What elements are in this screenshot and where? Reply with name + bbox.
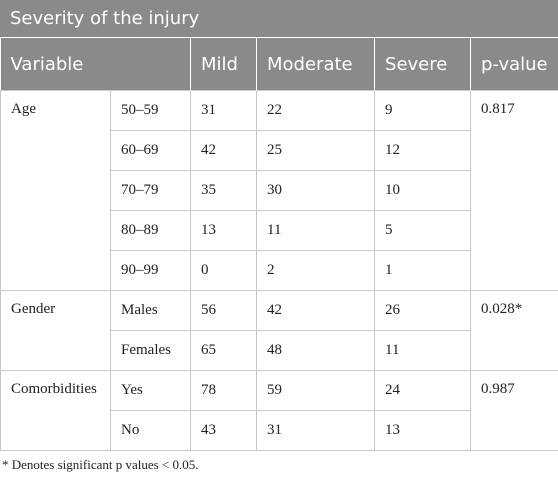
footnote: * Denotes significant p values < 0.05.	[0, 451, 558, 479]
value-cell: 42	[191, 131, 257, 171]
row-label: Males	[111, 291, 191, 331]
value-cell: 43	[191, 411, 257, 451]
value-cell: 9	[375, 91, 471, 131]
value-cell: 26	[375, 291, 471, 331]
value-cell: 31	[191, 91, 257, 131]
table-title: Severity of the injury	[0, 0, 558, 38]
value-cell: 10	[375, 171, 471, 211]
group-cell: Gender	[1, 291, 111, 371]
value-cell: 1	[375, 251, 471, 291]
value-cell: 42	[257, 291, 375, 331]
row-label: Females	[111, 331, 191, 371]
header-cell: Severe	[375, 38, 471, 91]
value-cell: 0	[191, 251, 257, 291]
value-cell: 59	[257, 371, 375, 411]
value-cell: 2	[257, 251, 375, 291]
value-cell: 48	[257, 331, 375, 371]
value-cell: 24	[375, 371, 471, 411]
value-cell: 5	[375, 211, 471, 251]
row-label: 50–59	[111, 91, 191, 131]
row-label: 90–99	[111, 251, 191, 291]
row-label: 80–89	[111, 211, 191, 251]
row-label: Yes	[111, 371, 191, 411]
value-cell: 35	[191, 171, 257, 211]
value-cell: 11	[257, 211, 375, 251]
row-label: 60–69	[111, 131, 191, 171]
value-cell: 12	[375, 131, 471, 171]
value-cell: 22	[257, 91, 375, 131]
header-cell: Mild	[191, 38, 257, 91]
p-value-cell: 0.028*	[471, 291, 558, 371]
header-cell: Moderate	[257, 38, 375, 91]
p-value-cell: 0.817	[471, 91, 558, 291]
value-cell: 31	[257, 411, 375, 451]
header-cell: p-value	[471, 38, 558, 91]
value-cell: 30	[257, 171, 375, 211]
value-cell: 13	[191, 211, 257, 251]
value-cell: 56	[191, 291, 257, 331]
row-label: No	[111, 411, 191, 451]
value-cell: 13	[375, 411, 471, 451]
value-cell: 65	[191, 331, 257, 371]
value-cell: 78	[191, 371, 257, 411]
value-cell: 11	[375, 331, 471, 371]
header-cell: Variable	[1, 38, 191, 91]
value-cell: 25	[257, 131, 375, 171]
group-cell: Comorbidities	[1, 371, 111, 451]
p-value-cell: 0.987	[471, 371, 558, 451]
group-cell: Age	[1, 91, 111, 291]
row-label: 70–79	[111, 171, 191, 211]
